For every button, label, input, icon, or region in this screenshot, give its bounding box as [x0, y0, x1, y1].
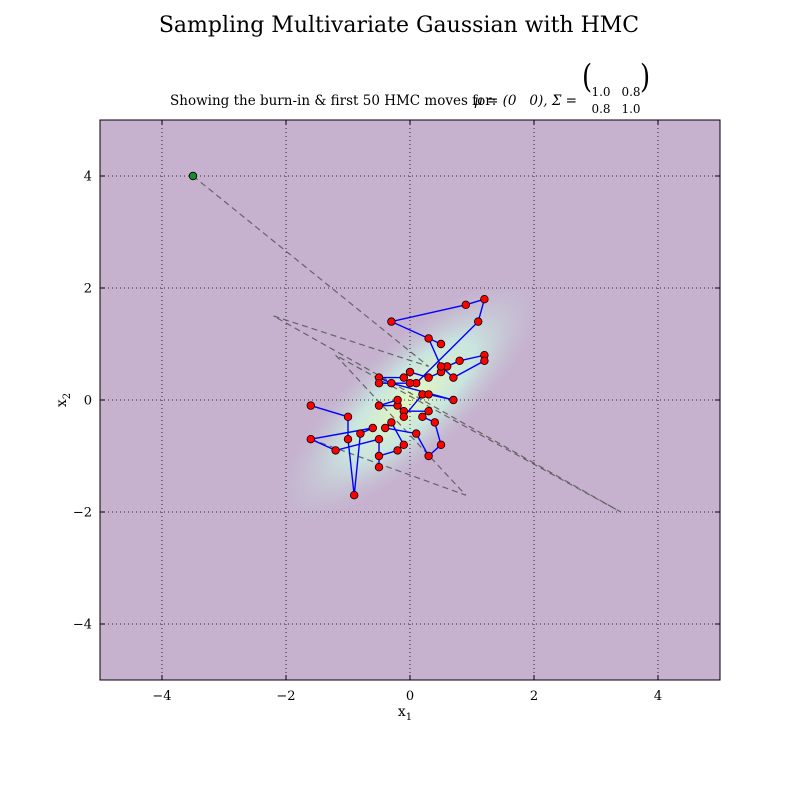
sample-point: [374, 379, 384, 388]
x-tick-label: 2: [530, 689, 538, 704]
sample-point: [393, 395, 402, 405]
sample-point: [461, 300, 470, 309]
sample-point: [374, 435, 384, 444]
sample-point: [424, 407, 433, 416]
sample-point: [449, 373, 458, 382]
sample-point: [455, 356, 464, 365]
sample-point: [399, 373, 408, 382]
sample-point: [480, 356, 489, 365]
subtitle-mu: μ = (0 0), Σ =: [474, 93, 577, 109]
y-tick-label: 2: [84, 282, 92, 297]
sigma-cell-22: 1.0: [621, 102, 640, 116]
chart-title: Sampling Multivariate Gaussian with HMC: [159, 13, 639, 38]
y-tick-label: −4: [73, 618, 92, 633]
x-tick-label: 4: [654, 689, 662, 704]
sample-point: [368, 423, 377, 433]
sample-point: [436, 339, 446, 349]
sample-point: [436, 440, 446, 449]
x-tick-label: −2: [276, 689, 295, 704]
x-tick-label: −4: [152, 689, 171, 704]
sample-point: [399, 412, 408, 421]
sample-point: [424, 451, 433, 461]
sample-point: [374, 463, 384, 472]
sample-point: [387, 379, 396, 388]
sample-point: [356, 429, 365, 438]
chart-subtitle: Showing the burn-in & first 50 HMC moves…: [170, 58, 650, 116]
sample-point: [350, 491, 359, 500]
sample-point: [449, 395, 458, 405]
sample-point: [374, 401, 384, 410]
matrix-left-paren: (: [582, 58, 592, 96]
start-point-marker: [188, 171, 198, 181]
sample-point: [405, 379, 415, 388]
sample-point: [374, 451, 384, 461]
sample-point: [306, 435, 315, 444]
y-tick-label: 4: [84, 170, 92, 185]
x-tick-label: 0: [406, 689, 414, 704]
sample-point: [424, 334, 433, 343]
sample-point: [412, 429, 421, 438]
sample-point: [343, 412, 353, 421]
sigma-cell-11: 1.0: [591, 85, 610, 99]
sigma-cell-21: 0.8: [591, 102, 610, 116]
y-tick-label: −2: [73, 506, 92, 521]
axis-ticks: −4 −2 0 2 4 −4 −2 0 2 4: [73, 120, 720, 704]
sample-point: [306, 401, 315, 410]
sample-points: [306, 295, 489, 500]
sample-point: [424, 390, 433, 399]
sample-point: [387, 418, 396, 427]
sample-point: [424, 373, 433, 382]
sigma-cell-12: 0.8: [621, 85, 640, 99]
y-axis-label: x2: [54, 393, 73, 407]
x-axis-label: x1: [398, 704, 412, 723]
plot-area: −4 −2 0 2 4 −4 −2 0 2 4: [73, 119, 721, 704]
y-tick-label: 0: [84, 394, 92, 409]
sample-point: [343, 435, 353, 444]
sample-point: [474, 317, 483, 326]
sample-point: [418, 412, 427, 421]
burnin-path: [192, 175, 622, 513]
sample-point: [480, 295, 489, 304]
sample-point: [387, 317, 396, 326]
sample-point: [393, 446, 402, 455]
sample-point: [430, 418, 439, 427]
subtitle-prefix: Showing the burn-in & first 50 HMC moves…: [170, 93, 501, 109]
sample-point: [405, 367, 415, 377]
sample-point: [381, 423, 390, 433]
sample-point: [436, 362, 446, 371]
sample-point: [331, 446, 340, 455]
matrix-right-paren: ): [640, 58, 650, 96]
sample-point: [399, 440, 408, 449]
grid-lines: [100, 120, 720, 680]
